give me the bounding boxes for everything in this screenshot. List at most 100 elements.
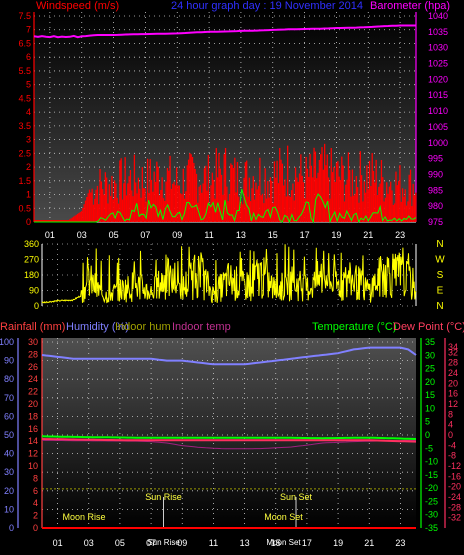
x-tick-label: 19	[331, 230, 341, 240]
humidity-tick-label: 0	[9, 523, 14, 533]
x-tick-label: 05	[109, 230, 119, 240]
x-tick-label: 01	[53, 538, 63, 548]
temperature-tick-label: -15	[425, 470, 438, 480]
direction-tick-label: 90	[29, 286, 39, 296]
rainfall-tick-label: 30	[28, 337, 38, 347]
dewpoint-tick-label: 28	[448, 358, 458, 368]
dewpoint-tick-label: -8	[448, 451, 456, 461]
humidity-tick-label: 100	[0, 337, 14, 347]
temp-hum-axes: 0102030405060708090100024681012141618202…	[0, 337, 461, 548]
x-tick-label: 15	[271, 538, 281, 548]
humidity-tick-label: 60	[4, 411, 14, 421]
x-tick-label: 03	[77, 230, 87, 240]
rainfall-tick-label: 10	[28, 461, 38, 471]
barometer-axis-label: Barometer (hpa)	[370, 0, 450, 12]
x-tick-label: 17	[300, 230, 310, 240]
dewpoint-tick-label: 32	[448, 347, 458, 357]
barometer-tick-label: 990	[428, 169, 443, 179]
windspeed-tick-label: 3.5	[18, 121, 31, 131]
temperature-tick-label: -10	[425, 457, 438, 467]
humidity-tick-label: 80	[4, 374, 14, 384]
windspeed-tick-label: 4	[26, 107, 31, 117]
dewpoint-tick-label: -4	[448, 440, 456, 450]
temperature-tick-label: 20	[425, 377, 435, 387]
humidity-tick-label: 20	[4, 486, 14, 496]
x-tick-label: 11	[209, 538, 218, 548]
dewpoint-tick-label: -12	[448, 461, 461, 471]
dewpoint-tick-label: 12	[448, 399, 458, 409]
x-tick-label: 21	[364, 538, 374, 548]
rainfall-tick-label: 12	[28, 449, 38, 459]
temp-hum-panel	[42, 338, 416, 528]
barometer-tick-label: 1015	[428, 90, 448, 100]
x-tick-label: 05	[115, 538, 125, 548]
moonset-bottom-label: Moon Set	[266, 538, 301, 547]
rainfall-tick-label: 6	[33, 486, 38, 496]
windspeed-tick-label: 1.5	[18, 176, 31, 186]
humidity-tick-label: 70	[4, 393, 14, 403]
barometer-tick-label: 985	[428, 185, 443, 195]
dewpoint-tick-label: -24	[448, 492, 461, 502]
temperature-tick-label: 10	[425, 403, 435, 413]
dewpoint-tick-label: 24	[448, 368, 458, 378]
rainfall-tick-label: 22	[28, 387, 38, 397]
dewpoint-tick-label: -28	[448, 502, 461, 512]
wind-baro-marks	[33, 24, 417, 224]
humidity-tick-label: 40	[4, 449, 14, 459]
rainfall-tick-label: 18	[28, 411, 38, 421]
moonset-label: Moon Set	[264, 512, 303, 522]
wind-direction-marks	[41, 244, 417, 304]
barometer-tick-label: 1030	[428, 43, 448, 53]
barometer-tick-label: 1005	[428, 122, 448, 132]
dewpoint-tick-label: 0	[448, 430, 453, 440]
sunrise-label: Sun Rise	[145, 492, 182, 502]
wind-direction-line	[41, 244, 417, 304]
temperature-tick-label: 35	[425, 337, 435, 347]
windspeed-tick-label: 3	[26, 135, 31, 145]
windspeed-tick-label: 5	[26, 80, 31, 90]
compass-label: E	[437, 286, 444, 297]
rainfall-tick-label: 28	[28, 349, 38, 359]
x-tick-label: 09	[172, 230, 182, 240]
windspeed-tick-label: 0	[26, 217, 31, 227]
x-tick-label: 13	[240, 538, 250, 548]
temperature-tick-label: -5	[425, 443, 433, 453]
rainfall-tick-label: 24	[28, 374, 38, 384]
windspeed-tick-label: 4.5	[18, 93, 31, 103]
windspeed-tick-label: 5.5	[18, 66, 31, 76]
temperature-tick-label: -30	[425, 510, 438, 520]
temperature-tick-label: 30	[425, 350, 435, 360]
compass-label: W	[435, 255, 445, 266]
direction-tick-label: 180	[24, 270, 39, 280]
x-tick-label: 13	[236, 230, 246, 240]
dewpoint-tick-label: -32	[448, 513, 461, 523]
x-tick-label: 15	[268, 230, 278, 240]
x-tick-label: 23	[395, 230, 405, 240]
windspeed-tick-label: 1	[26, 190, 31, 200]
temperature-tick-label: -25	[425, 496, 438, 506]
windspeed-tick-label: 0.5	[18, 203, 31, 213]
direction-tick-label: 270	[24, 255, 39, 265]
rainfall-tick-label: 0	[33, 523, 38, 533]
dewpoint-axis-label: Dew Point (°C)	[393, 321, 464, 333]
temperature-axis-label: Temperature (°C)	[312, 321, 396, 333]
barometer-tick-label: 1040	[428, 11, 448, 21]
compass-label: S	[437, 270, 444, 281]
x-tick-label: 07	[140, 230, 150, 240]
compass-label: N	[436, 301, 443, 312]
windspeed-tick-label: 6.5	[18, 38, 31, 48]
temp-hum-marks: Sun Rise Sun Set Moon Rise Moon Set Sun Rise…	[41, 346, 417, 547]
windspeed-tick-label: 2	[26, 162, 31, 172]
x-tick-label: 21	[363, 230, 373, 240]
barometer-tick-label: 980	[428, 201, 443, 211]
rainfall-tick-label: 14	[28, 436, 38, 446]
humidity-tick-label: 90	[4, 356, 14, 366]
rainfall-tick-label: 2	[33, 511, 38, 521]
wind-baro-axes: 0 0.5 1 1.5 2 2.5 3 3.5 4 4.5 5 5.5 6 6.5 7 7.5 975 980 98…	[18, 11, 448, 240]
x-tick-label: 19	[333, 538, 343, 548]
barometer-tick-label: 1010	[428, 106, 448, 116]
sunset-label: Sun Set	[280, 492, 313, 502]
dewpoint-tick-label: -20	[448, 482, 461, 492]
temperature-tick-label: 15	[425, 390, 435, 400]
